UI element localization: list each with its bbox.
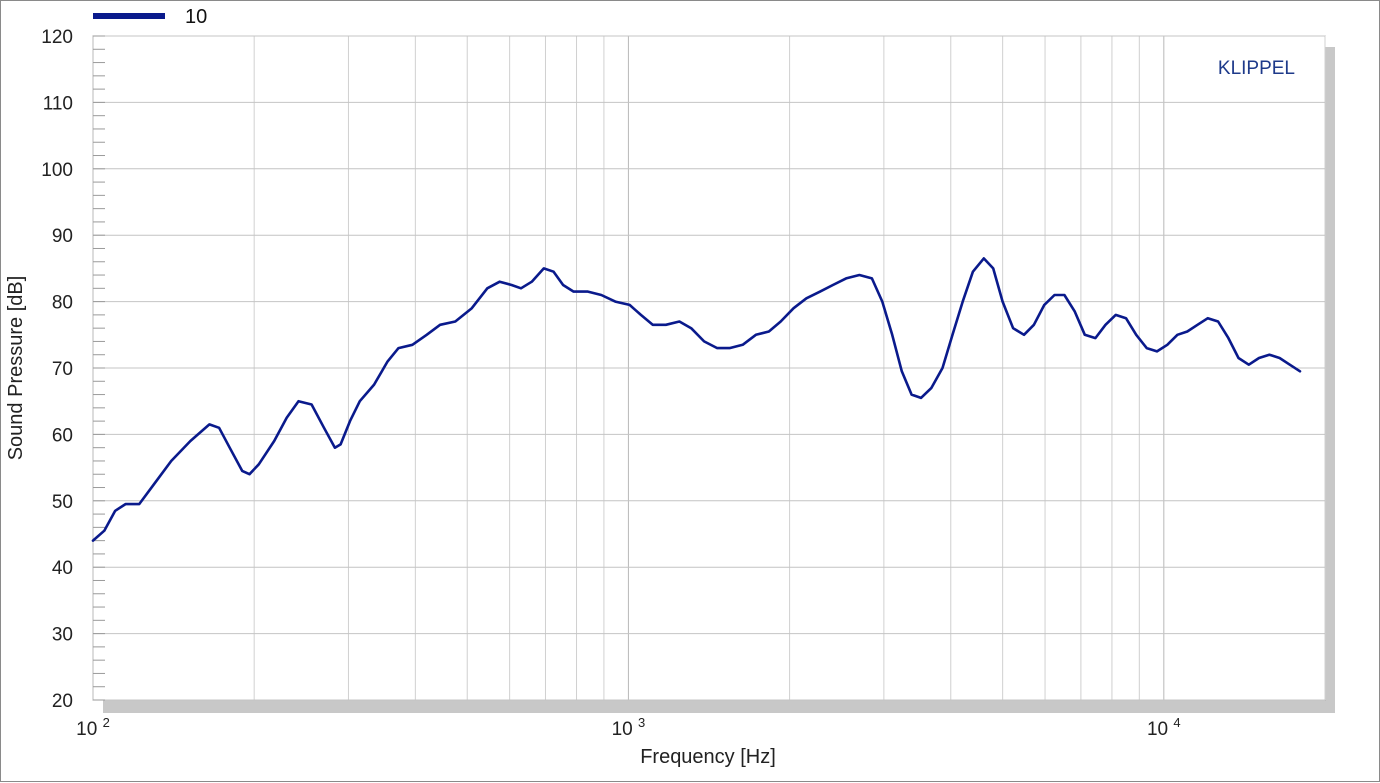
y-tick-label: 90: [52, 226, 73, 247]
y-tick-labels: 20 30 40 50 60 70 80 90 100 110 120: [41, 27, 73, 712]
y-tick-label: 70: [52, 359, 73, 380]
grid: [92, 35, 1326, 701]
y-tick-label: 100: [41, 160, 73, 181]
brand-label: KLIPPEL: [1218, 58, 1295, 79]
y-tick-label: 110: [43, 93, 73, 114]
y-tick-label: 60: [52, 425, 73, 446]
legend-label: 10: [185, 6, 207, 28]
y-tick-label: 30: [52, 625, 73, 646]
y-tick-label: 40: [52, 558, 73, 579]
x-tick-label: 10 2: [76, 715, 110, 740]
y-tick-label: 120: [41, 27, 73, 48]
x-axis-label: Frequency [Hz]: [640, 746, 776, 768]
x-tick-label: 10 3: [612, 715, 646, 740]
series-line: [91, 257, 1302, 542]
minor-ticks: [93, 35, 105, 701]
y-tick-label: 20: [52, 691, 73, 712]
y-tick-label: 80: [52, 293, 73, 314]
legend: 10: [93, 6, 207, 28]
y-tick-label: 50: [52, 492, 73, 513]
series-group: [91, 257, 1302, 542]
y-axis-label: Sound Pressure [dB]: [5, 276, 27, 461]
x-tick-label: 10 4: [1147, 715, 1181, 740]
x-tick-labels: 10 2 10 3 10 4: [76, 715, 1180, 740]
